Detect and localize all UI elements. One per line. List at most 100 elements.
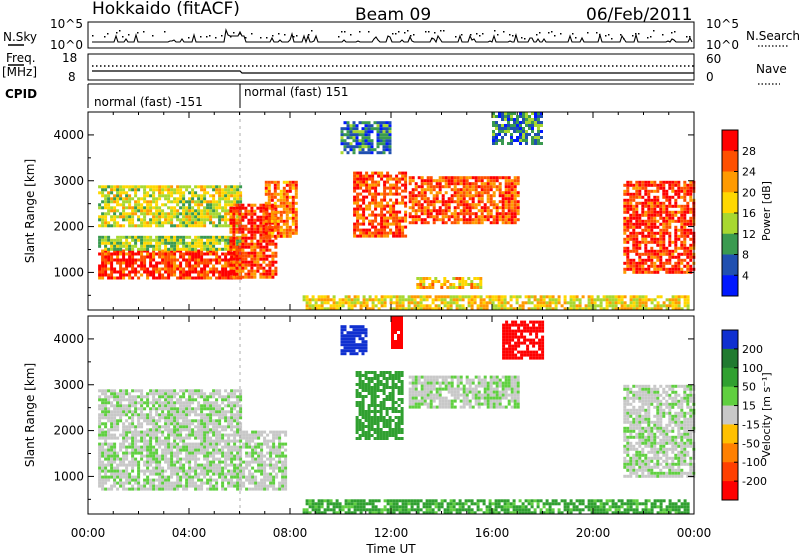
velocity-cell <box>254 481 258 485</box>
velocity-cell <box>152 445 156 449</box>
power-cell <box>110 276 114 280</box>
power-cell <box>389 207 393 211</box>
power-cell <box>578 301 582 305</box>
power-cell <box>632 225 636 229</box>
power-cell <box>629 301 633 305</box>
power-cell <box>462 191 466 195</box>
power-cell <box>271 254 275 258</box>
velocity-cell <box>155 466 159 470</box>
power-cell <box>203 258 207 262</box>
power-cell <box>224 255 228 259</box>
velocity-cell <box>272 433 276 437</box>
power-cell <box>659 231 663 235</box>
power-cell <box>185 212 189 216</box>
power-cell <box>215 203 219 207</box>
power-cell <box>173 206 177 210</box>
power-cell <box>173 188 177 192</box>
velocity-cell <box>266 475 270 479</box>
nsearch-dot <box>461 34 463 36</box>
power-cell <box>513 209 517 213</box>
power-cell <box>352 148 356 152</box>
power-cell <box>140 209 144 213</box>
power-cell <box>525 121 528 124</box>
velocity-cell <box>185 442 189 446</box>
power-cell <box>262 206 266 210</box>
power-cell <box>638 213 642 217</box>
power-cell <box>638 298 642 302</box>
velocity-cell <box>221 469 225 473</box>
velocity-cell <box>104 454 108 458</box>
power-cell <box>458 304 462 308</box>
power-cell <box>143 191 147 195</box>
power-cell <box>227 273 231 277</box>
power-cell <box>308 301 312 305</box>
power-cell <box>119 215 123 219</box>
power-cell <box>173 209 177 213</box>
velocity-cell <box>278 442 282 446</box>
velocity-cell <box>131 448 135 452</box>
power-cell <box>265 212 269 216</box>
power-cell <box>167 218 171 222</box>
nsearch-dot <box>560 33 562 35</box>
power-cell <box>480 200 484 204</box>
power-cell <box>134 191 138 195</box>
power-cell <box>431 286 435 289</box>
power-cell <box>131 258 135 262</box>
velocity-cell <box>161 466 165 470</box>
power-cell <box>689 237 693 241</box>
power-cell <box>374 213 378 217</box>
power-cell <box>422 295 426 299</box>
power-cell <box>368 183 372 187</box>
velocity-cell <box>98 422 102 426</box>
velocity-cell <box>182 469 186 473</box>
power-cell <box>392 192 396 196</box>
velocity-cell <box>137 472 141 476</box>
power-cell <box>474 182 478 186</box>
power-cell <box>662 261 666 265</box>
velocity-cell <box>254 469 258 473</box>
power-cell <box>432 194 436 198</box>
velocity-cell <box>167 478 171 482</box>
velocity-cell <box>284 484 288 488</box>
power-cell <box>161 185 165 189</box>
power-cell <box>179 235 183 239</box>
velocity-cell <box>209 430 213 434</box>
velocity-cell <box>275 430 279 434</box>
power-cell <box>422 286 426 289</box>
power-cell <box>437 307 441 311</box>
nsearch-dot <box>425 31 427 33</box>
velocity-cell <box>275 445 279 449</box>
power-cell <box>274 242 278 246</box>
velocity-cell <box>197 475 201 479</box>
power-cell <box>212 267 216 271</box>
power-cell <box>294 228 298 232</box>
power-cell <box>194 218 198 222</box>
power-cell <box>149 270 153 274</box>
power-cell <box>152 218 156 222</box>
power-cell <box>291 207 295 211</box>
power-cell <box>419 286 423 289</box>
power-cell <box>513 221 517 225</box>
power-cell <box>224 252 228 256</box>
power-cell <box>498 191 502 195</box>
power-cell <box>383 231 387 235</box>
power-cell <box>560 304 564 308</box>
power-cell <box>368 207 372 211</box>
power-cell <box>623 231 627 235</box>
velocity-cell <box>212 460 216 464</box>
power-cell <box>423 197 427 201</box>
power-cell <box>235 203 239 207</box>
velocity-cell <box>191 430 195 434</box>
power-cell <box>276 216 280 220</box>
power-cell <box>125 194 129 198</box>
power-cell <box>253 251 257 255</box>
velocity-cell <box>167 430 171 434</box>
power-cell <box>308 307 312 311</box>
power-cell <box>158 194 162 198</box>
power-cell <box>188 197 192 201</box>
power-cell <box>486 191 490 195</box>
power-cell <box>305 295 309 299</box>
power-cell <box>383 295 387 299</box>
velocity-cell <box>215 472 219 476</box>
power-cell <box>371 231 375 235</box>
